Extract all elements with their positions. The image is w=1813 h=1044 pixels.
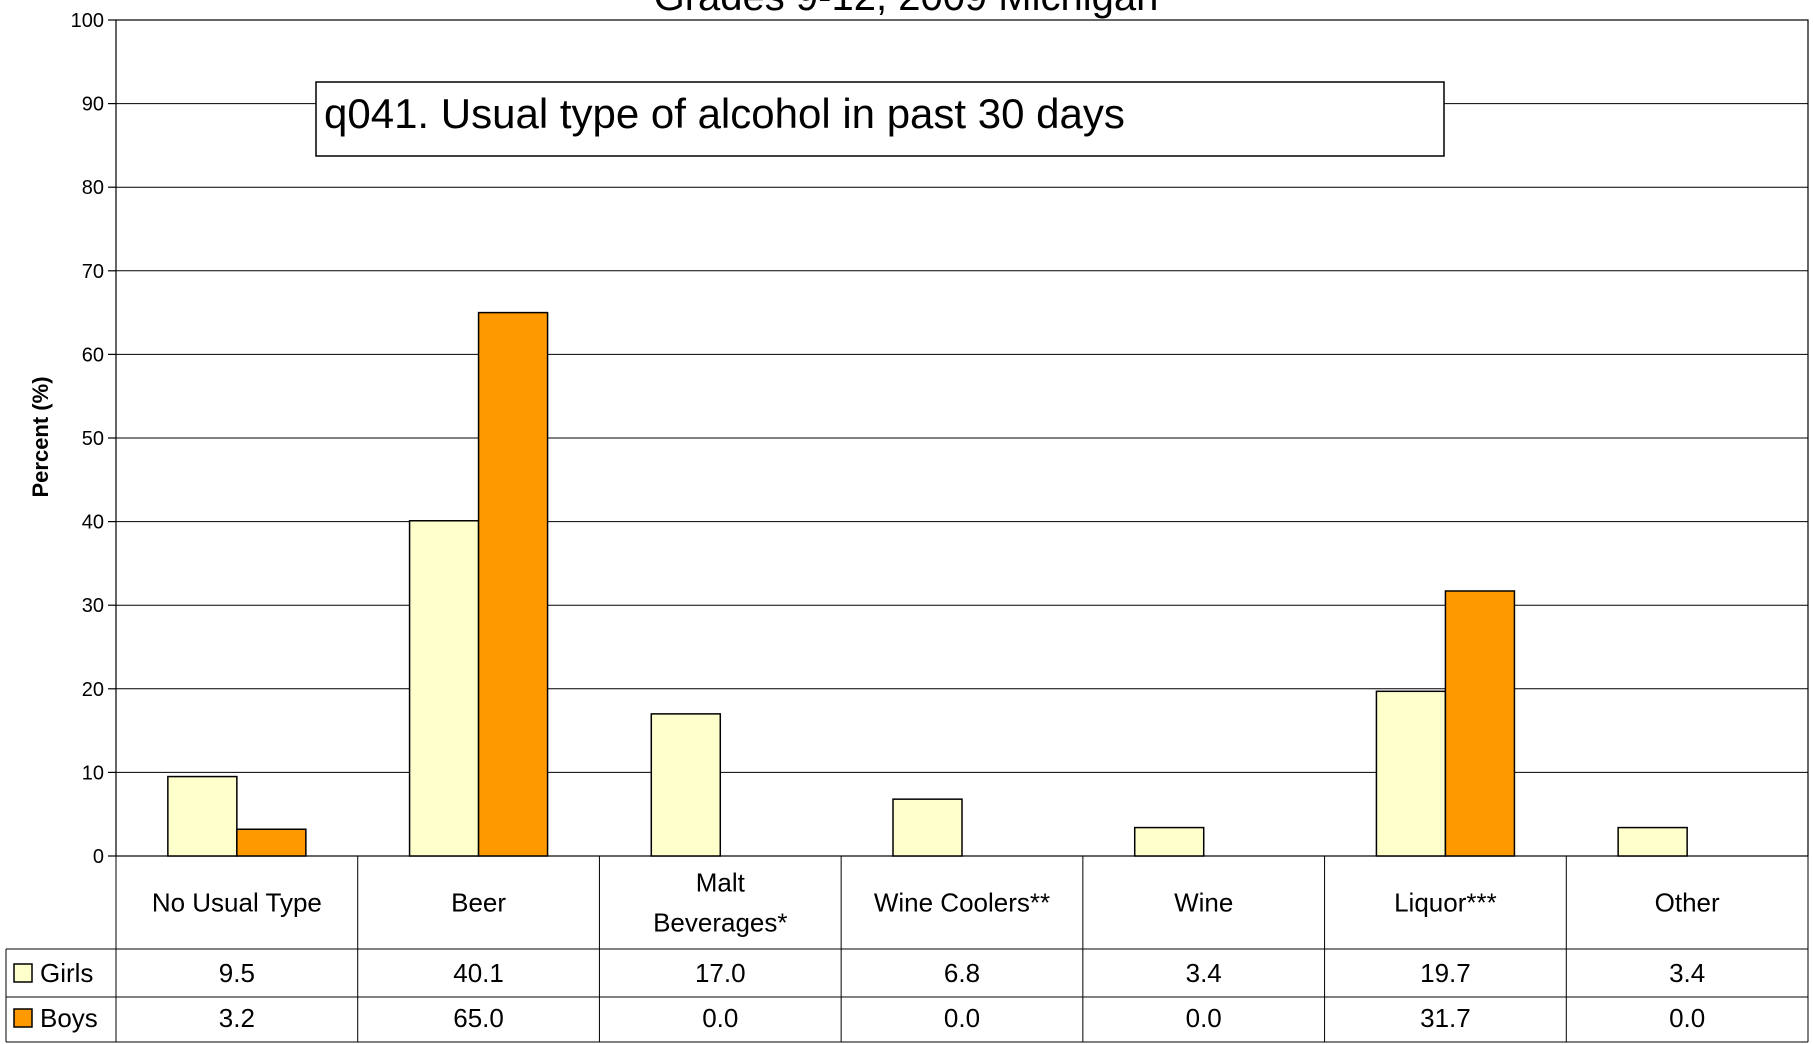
data-label-boys: 3.2	[219, 1003, 255, 1033]
legend-key-girls	[13, 963, 33, 983]
data-label-boys: 0.0	[1186, 1003, 1222, 1033]
category-label: Beverages*	[653, 908, 787, 938]
y-tick-label: 20	[82, 679, 104, 701]
bar-girls	[1617, 826, 1688, 857]
y-axis-label: Percent (%)	[28, 376, 53, 497]
category-label: No Usual Type	[152, 888, 322, 918]
category-label: Beer	[451, 888, 506, 918]
data-label-girls: 17.0	[695, 958, 746, 988]
bars	[167, 311, 1688, 857]
y-tick-label: 50	[82, 428, 104, 450]
y-tick-label: 60	[82, 344, 104, 366]
data-table: No Usual Type Beer Malt Beverages* Wine Cool…	[5, 856, 1809, 1043]
category-label: Malt	[696, 868, 746, 898]
category-label: Liquor***	[1394, 888, 1497, 918]
y-tick-label: 80	[82, 177, 104, 199]
bar-girls	[408, 520, 480, 857]
category-label: Other	[1655, 888, 1720, 918]
y-tick-label: 0	[93, 846, 104, 868]
bar-girls	[650, 713, 722, 857]
legend-key-boys	[13, 1008, 33, 1028]
category-label: Wine Coolers**	[874, 888, 1050, 918]
data-label-boys: 0.0	[1669, 1003, 1705, 1033]
data-label-girls: 9.5	[219, 958, 255, 988]
data-label-boys: 0.0	[702, 1003, 738, 1033]
bar-girls	[1133, 826, 1205, 857]
y-tick-label: 40	[82, 512, 104, 534]
question-annotation: q041. Usual type of alcohol in past 30 d…	[315, 81, 1445, 157]
data-label-girls: 40.1	[453, 958, 504, 988]
bar-girls	[1375, 690, 1447, 857]
bar-boys	[236, 828, 307, 857]
y-tick-label: 90	[82, 94, 104, 116]
y-tick-label: 10	[82, 762, 104, 784]
y-axis: 0 10 20 30 40 50 60 70 80 90 100	[71, 10, 116, 868]
data-label-girls: 19.7	[1420, 958, 1471, 988]
chart-title: Grades 9-12, 2009 Michigan	[654, 0, 1159, 19]
bar-girls	[892, 798, 963, 857]
data-label-boys: 65.0	[453, 1003, 504, 1033]
data-label-boys: 31.7	[1420, 1003, 1471, 1033]
data-label-girls: 3.4	[1186, 958, 1222, 988]
data-label-girls: 3.4	[1669, 958, 1705, 988]
category-label: Wine	[1174, 888, 1233, 918]
question-annotation-text: q041. Usual type of alcohol in past 30 d…	[324, 90, 1125, 137]
y-tick-label: 100	[71, 10, 104, 32]
data-label-boys: 0.0	[944, 1003, 980, 1033]
bar-boys	[477, 311, 549, 857]
y-tick-label: 70	[82, 261, 104, 283]
data-label-girls: 6.8	[944, 958, 980, 988]
legend-label-girls: Girls	[40, 958, 93, 988]
bar-boys	[1444, 590, 1516, 857]
bar-girls	[167, 775, 238, 857]
y-tick-label: 30	[82, 595, 104, 617]
legend-label-boys: Boys	[40, 1003, 98, 1033]
